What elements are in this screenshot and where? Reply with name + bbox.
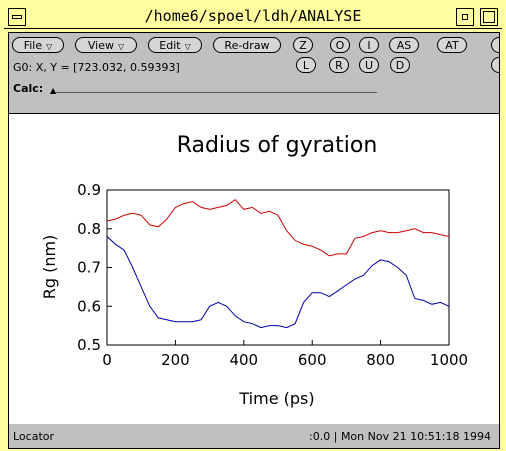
y-tick-label: 0.9 xyxy=(77,181,101,199)
pan-down-button[interactable]: D xyxy=(390,57,410,73)
analyse-app: File ▽ View ▽ Edit ▽ Re-draw Z O I AS AT L … xyxy=(8,32,500,449)
coordinate-readout: G0: X, Y = [723.032, 0.59393] xyxy=(13,61,180,74)
status-display-time: :0.0 | Mon Nov 21 10:51:18 1994 xyxy=(309,430,491,443)
y-tick-label: 0.5 xyxy=(77,336,101,354)
zoom-in-button[interactable]: I xyxy=(359,37,379,53)
pan-right-button[interactable]: R xyxy=(329,57,349,73)
window-title: /home6/spoel/ldh/ANALYSE xyxy=(144,7,362,25)
maximize-button[interactable] xyxy=(480,8,498,26)
series-line-1 xyxy=(106,236,450,329)
y-tick-label: 0.7 xyxy=(77,259,101,277)
x-tick-label: 0 xyxy=(102,351,112,369)
edit-menu-button[interactable]: Edit ▽ xyxy=(148,37,202,53)
chevron-down-icon: ▽ xyxy=(117,42,125,51)
view-menu-label: View xyxy=(87,39,114,52)
chevron-down-icon: ▽ xyxy=(184,42,191,51)
pan-up-button[interactable]: U xyxy=(359,57,379,73)
autoscale-button[interactable]: AS xyxy=(389,37,419,53)
file-menu-label: File xyxy=(23,39,43,52)
data-series xyxy=(106,199,450,329)
chevron-down-icon: ▽ xyxy=(46,42,53,51)
file-menu-button[interactable]: File ▽ xyxy=(12,37,64,53)
series-line-0 xyxy=(106,199,450,257)
rg-chart: Radius of gyration 0 200 400 600 800 10000.50… xyxy=(40,133,468,408)
overflow-button[interactable] xyxy=(491,37,499,53)
axis-ticks: 0 200 400 600 800 1000 0.5 0.6 0.7 0.8 0.9 xyxy=(77,181,468,369)
minimize-icon xyxy=(462,14,468,20)
calc-label: Calc: xyxy=(13,82,44,95)
status-locator: Locator xyxy=(13,430,55,443)
view-menu-button[interactable]: View ▽ xyxy=(75,37,137,53)
slider-knob-icon[interactable]: ▲ xyxy=(50,86,57,95)
y-axis-label: Rg (nm) xyxy=(40,235,59,300)
zoom-button[interactable]: Z xyxy=(293,37,313,53)
zoom-out-button[interactable]: O xyxy=(330,37,350,53)
window-menu-button[interactable] xyxy=(8,8,26,26)
y-tick-label: 0.8 xyxy=(77,220,101,238)
x-tick-label: 1000 xyxy=(430,351,468,369)
calc-slider[interactable] xyxy=(53,92,377,93)
chart-title: Radius of gyration xyxy=(177,133,378,158)
x-tick-label: 600 xyxy=(298,351,327,369)
title-bar[interactable]: /home6/spoel/ldh/ANALYSE xyxy=(4,4,502,29)
redraw-button[interactable]: Re-draw xyxy=(213,37,281,53)
x-axis-label: Time (ps) xyxy=(238,389,314,408)
x-tick-label: 200 xyxy=(161,351,190,369)
y-tick-label: 0.6 xyxy=(77,297,101,315)
edit-menu-label: Edit xyxy=(159,39,181,52)
status-bar: Locator :0.0 | Mon Nov 21 10:51:18 1994 xyxy=(9,424,499,448)
maximize-icon xyxy=(483,11,495,23)
window-menu-icon xyxy=(12,15,22,19)
autotick-button[interactable]: AT xyxy=(437,37,467,53)
plot-area[interactable]: Radius of gyration 0 200 400 600 800 1000 0.5 0… xyxy=(9,113,499,425)
minimize-button[interactable] xyxy=(456,8,474,26)
x-tick-label: 400 xyxy=(229,351,258,369)
x-tick-label: 800 xyxy=(366,351,395,369)
overflow-button-2[interactable] xyxy=(491,57,499,73)
pan-left-button[interactable]: L xyxy=(296,57,316,73)
